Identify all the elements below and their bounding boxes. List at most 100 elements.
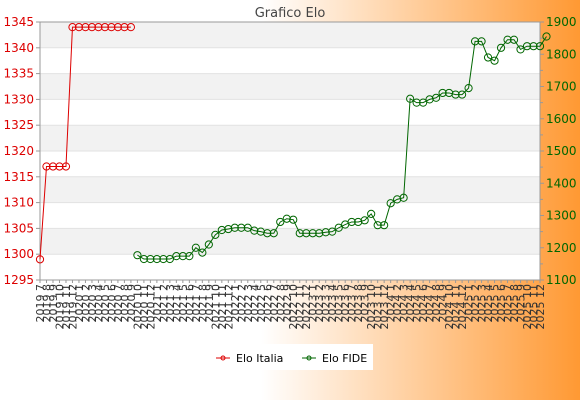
series-elo-italia (35, 23, 136, 264)
x-axis-tick-label: 2024 6 (417, 284, 430, 323)
x-axis-tick-label: 2020 3 (86, 284, 99, 323)
data-point (276, 217, 285, 227)
right-axis-tick-label: 1900 (546, 15, 577, 29)
x-axis-tick-label: 2023 11 (372, 284, 385, 330)
data-point (185, 252, 194, 261)
legend-box (210, 344, 373, 370)
x-axis-tick-label: 2022 1 (229, 284, 242, 323)
x-axis-tick-label: 2022 5 (255, 284, 268, 323)
data-point (159, 254, 168, 264)
x-axis-tick-label: 2020 12 (144, 284, 157, 330)
x-axis-tick-label: 2022 12 (300, 284, 313, 330)
data-point (483, 53, 493, 62)
x-axis-tick-label: 2025 9 (515, 284, 528, 323)
right-axis-tick-label: 1500 (546, 144, 577, 158)
data-point (81, 23, 90, 32)
right-axis-tick-label: 1100 (546, 273, 577, 287)
data-point (250, 226, 259, 235)
left-axis-tick-label: 1315 (3, 170, 34, 184)
x-axis-tick-label: 2024 10 (443, 284, 456, 330)
x-axis-tick-label: 2022 7 (268, 284, 281, 323)
x-axis-tick-label: 2023 7 (346, 284, 359, 323)
legend-label: Elo Italia (236, 352, 283, 365)
grid-band (40, 22, 540, 48)
x-axis-tick-label: 2023 2 (313, 284, 326, 323)
data-point (113, 23, 123, 32)
data-point (107, 23, 116, 32)
data-point (321, 228, 330, 237)
x-axis-tick-label: 2025 7 (502, 284, 515, 323)
x-axis-tick-label: 2023 1 (307, 284, 320, 323)
x-axis-tick-label: 2025 12 (534, 284, 547, 330)
x-axis-tick-label: 2025 3 (476, 284, 489, 323)
left-axis-tick-label: 1330 (3, 92, 34, 106)
x-axis-tick-label: 2025 1 (463, 284, 476, 323)
left-axis-tick-label: 1295 (3, 273, 34, 287)
data-point (477, 37, 486, 46)
x-axis-tick-label: 2020 2 (79, 284, 92, 323)
data-point (419, 98, 428, 107)
plot-area: 1295 1300 1305 1310 1315 1320 1325 1330 1335 1340… (3, 15, 576, 330)
data-point (308, 229, 317, 238)
data-point (35, 255, 45, 264)
x-axis-tick-label: 2020 4 (92, 284, 105, 323)
x-axis-tick-label: 2024 8 (430, 284, 443, 323)
data-point (178, 252, 187, 261)
data-point (146, 254, 155, 264)
x-axis-tick-label: 2021 12 (222, 284, 235, 330)
x-axis-tick-label: 2020 9 (125, 284, 138, 323)
x-axis-tick-label: 2024 5 (411, 284, 424, 323)
data-point (224, 224, 233, 234)
x-axis-tick-label: 2022 3 (242, 284, 255, 323)
data-point (334, 223, 343, 232)
data-point (542, 32, 551, 41)
data-point (61, 162, 71, 171)
x-axis-tick-label: 2023 10 (365, 284, 378, 330)
left-axis-tick-label: 1320 (3, 144, 34, 158)
x-axis-tick-label: 2025 10 (521, 284, 534, 330)
data-point (87, 23, 97, 32)
x-axis-tick-label: 2025 4 (482, 284, 495, 323)
grid-band (40, 73, 540, 100)
data-point (457, 90, 467, 99)
x-axis-tick-label: 2024 7 (424, 284, 437, 323)
grid-band (40, 176, 540, 203)
data-point (172, 252, 181, 261)
data-point (94, 23, 103, 32)
data-point (126, 23, 136, 32)
legend-label: Elo FIDE (322, 352, 367, 365)
data-point (282, 214, 291, 223)
x-axis-tick-label: 2021 5 (177, 284, 190, 323)
data-point (503, 35, 512, 44)
left-axis-tick-label: 1345 (3, 15, 34, 29)
x-axis-tick-label: 2022 6 (261, 284, 274, 323)
series-elo-fide (133, 32, 551, 264)
data-point (302, 229, 311, 238)
data-point (55, 162, 64, 171)
x-axis-tick-label: 2022 8 (274, 284, 287, 323)
data-point (464, 84, 473, 93)
data-point (522, 42, 532, 51)
right-axis-tick-label: 1400 (546, 176, 577, 190)
data-point (191, 243, 200, 252)
data-point (289, 215, 298, 224)
data-point (120, 23, 129, 32)
legend-entry: Elo FIDE (302, 352, 367, 365)
x-axis-tick-label: 2024 2 (391, 284, 404, 323)
data-point (74, 23, 84, 32)
x-axis-tick-label: 2024 11 (450, 284, 463, 330)
data-point (133, 251, 142, 260)
left-axis-tick-label: 1300 (3, 247, 34, 261)
right-axis-tick-label: 1600 (546, 112, 577, 126)
x-axis-tick-label: 2023 6 (339, 284, 352, 323)
series-line (39, 26, 131, 260)
data-point (399, 193, 408, 202)
data-point (204, 240, 213, 249)
x-axis-tick-label: 2019 10 (53, 284, 66, 330)
left-axis-tick-label: 1340 (3, 41, 34, 55)
x-axis-tick-label: 2025 2 (469, 284, 482, 323)
data-point (496, 43, 506, 52)
x-axis-tick-label: 2021 3 (164, 284, 177, 323)
grid-band (40, 125, 540, 151)
x-axis-tick-label: 2023 12 (378, 284, 391, 330)
